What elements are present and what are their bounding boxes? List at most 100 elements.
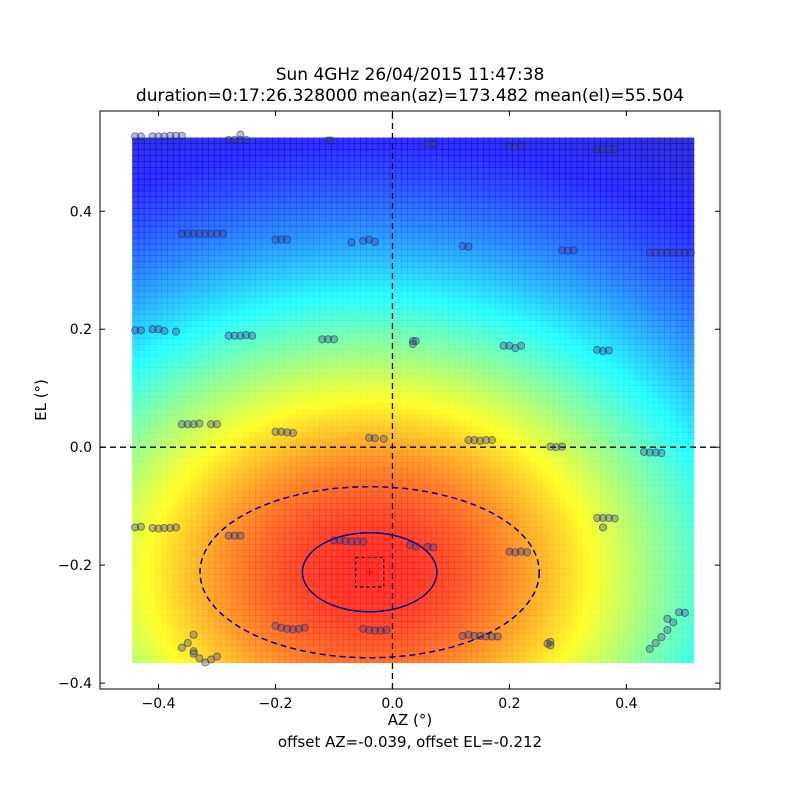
heatmap (132, 137, 695, 664)
scan-point (212, 229, 222, 238)
scan-point (423, 542, 432, 551)
scan-point (212, 652, 222, 661)
scan-point (493, 632, 502, 641)
scan-point (610, 145, 619, 154)
scan-point (645, 448, 654, 457)
scan-point (470, 631, 479, 640)
scan-point (370, 237, 379, 246)
scan-point (183, 638, 192, 648)
scan-point (669, 248, 678, 257)
scan-point (171, 327, 181, 336)
scan-point (242, 135, 251, 144)
scan-point (517, 547, 526, 556)
y-tick-label: 0.0 (70, 440, 92, 456)
scan-point (598, 513, 608, 523)
scan-point (277, 235, 286, 244)
scan-point (359, 537, 368, 546)
scan-point (277, 623, 286, 632)
scan-point (365, 433, 374, 442)
scan-point (236, 130, 245, 139)
scan-point (177, 420, 186, 429)
scan-point (189, 420, 198, 429)
peak-marker (365, 568, 374, 577)
scan-point (189, 649, 198, 658)
scan-point (271, 235, 280, 244)
scan-point (593, 145, 602, 154)
scan-point (657, 449, 666, 458)
scan-point (429, 543, 438, 552)
scan-point (171, 131, 181, 140)
scan-point (663, 248, 672, 257)
scan-point (558, 246, 567, 255)
scan-point (429, 139, 438, 149)
scan-point (675, 248, 684, 257)
scan-point (207, 229, 216, 238)
x-tick-label: −0.4 (141, 696, 175, 712)
y-tick-label: 0.2 (70, 322, 92, 338)
x-tick-label: 0.2 (498, 696, 520, 712)
beam-contour-solid (301, 531, 438, 613)
scan-point (651, 448, 660, 457)
scan-point (218, 229, 227, 238)
scan-point (329, 335, 339, 344)
scan-point (136, 326, 145, 335)
scan-point (131, 523, 140, 532)
scan-point (283, 428, 292, 437)
scan-point (464, 436, 473, 445)
scan-point (271, 427, 280, 436)
scan-point (166, 131, 175, 140)
scan-point (663, 614, 672, 623)
scan-point (171, 523, 181, 532)
scan-point (598, 346, 608, 356)
scan-point (657, 248, 666, 257)
scan-point (318, 335, 327, 344)
scan-point (224, 331, 233, 340)
scan-point (195, 419, 204, 428)
scan-point (505, 341, 514, 350)
scan-point (294, 624, 303, 633)
scan-point (136, 522, 145, 531)
y-axis-label: EL (°) (32, 379, 50, 421)
scan-point (604, 145, 613, 154)
scan-point (669, 618, 678, 627)
axis-ticks: −0.4 −0.2 0.0 0.2 0.4 −0.4 −0.2 0.0 0.2 0.4 (58, 111, 720, 712)
scan-point (207, 420, 216, 429)
scan-point (476, 631, 485, 640)
scan-point (522, 548, 532, 557)
scan-point (347, 238, 356, 247)
scan-point (195, 229, 204, 238)
scan-point (476, 436, 485, 445)
scan-point (408, 339, 417, 349)
x-tick-label: −0.2 (258, 696, 292, 712)
scan-point (248, 331, 257, 340)
y-tick-label: 0.4 (70, 204, 92, 220)
x-axis-label: AZ (°) (387, 711, 433, 729)
scan-point (283, 235, 292, 244)
scan-point (148, 132, 157, 141)
scan-point (639, 447, 649, 456)
scan-point (189, 647, 198, 656)
scan-point (326, 136, 336, 145)
scan-point (645, 248, 654, 257)
chart-subtitle: duration=0:17:26.328000 mean(az)=173.482… (135, 86, 685, 106)
x-tick-label: 0.4 (615, 696, 637, 712)
scan-point (160, 132, 169, 141)
scan-point (201, 229, 210, 238)
scan-point (552, 443, 561, 452)
scan-point (283, 624, 292, 633)
axes-frame (99, 110, 721, 690)
scan-point (511, 548, 520, 557)
scan-point (499, 341, 508, 350)
scan-point (569, 246, 578, 255)
scan-point (224, 531, 233, 540)
scan-point (680, 608, 689, 617)
scan-point (359, 624, 368, 633)
scan-point (563, 246, 572, 255)
scan-point (359, 236, 368, 245)
scan-point (411, 336, 420, 346)
scan-point (183, 229, 192, 238)
scan-point (230, 135, 239, 144)
scan-point (288, 428, 298, 438)
scan-point (341, 536, 350, 546)
